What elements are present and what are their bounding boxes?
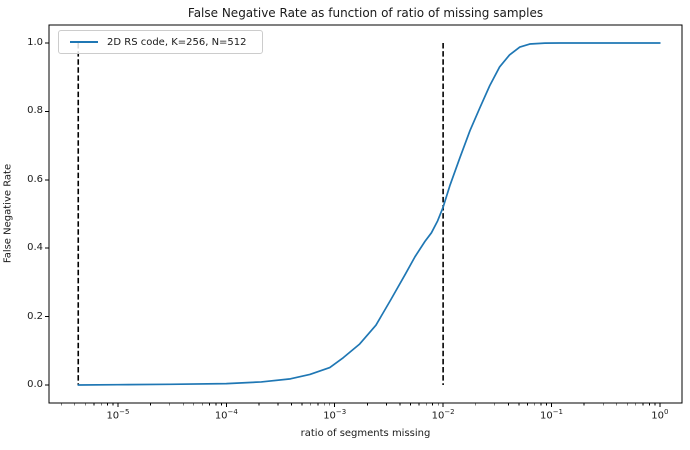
y-tick-label: 0.2 xyxy=(27,310,43,322)
y-axis-label: False Negative Rate xyxy=(2,163,14,264)
y-tick-label: 0.0 xyxy=(27,379,43,390)
y-tick-label: 0.8 xyxy=(27,105,43,117)
x-tick-label: 10−4 xyxy=(214,408,238,422)
x-axis-label: ratio of segments missing xyxy=(300,428,431,439)
x-tick-label: 10−2 xyxy=(431,408,455,422)
legend-label: 2D RS code, K=256, N=512 xyxy=(107,36,247,48)
x-tick-label: 10−3 xyxy=(323,408,347,422)
legend-line-sample xyxy=(70,41,98,43)
y-tick-label: 1.0 xyxy=(27,36,43,48)
x-tick-label: 100 xyxy=(651,408,669,422)
chart-title: False Negative Rate as function of ratio… xyxy=(187,6,544,20)
legend: 2D RS code, K=256, N=512 xyxy=(58,30,263,54)
x-tick-label: 10−1 xyxy=(539,408,564,422)
axes-frame xyxy=(48,24,683,404)
x-tick-label: 10−5 xyxy=(106,408,130,422)
y-tick-label: 0.6 xyxy=(27,173,43,185)
series-line xyxy=(77,42,661,386)
y-tick-label: 0.4 xyxy=(27,242,43,254)
